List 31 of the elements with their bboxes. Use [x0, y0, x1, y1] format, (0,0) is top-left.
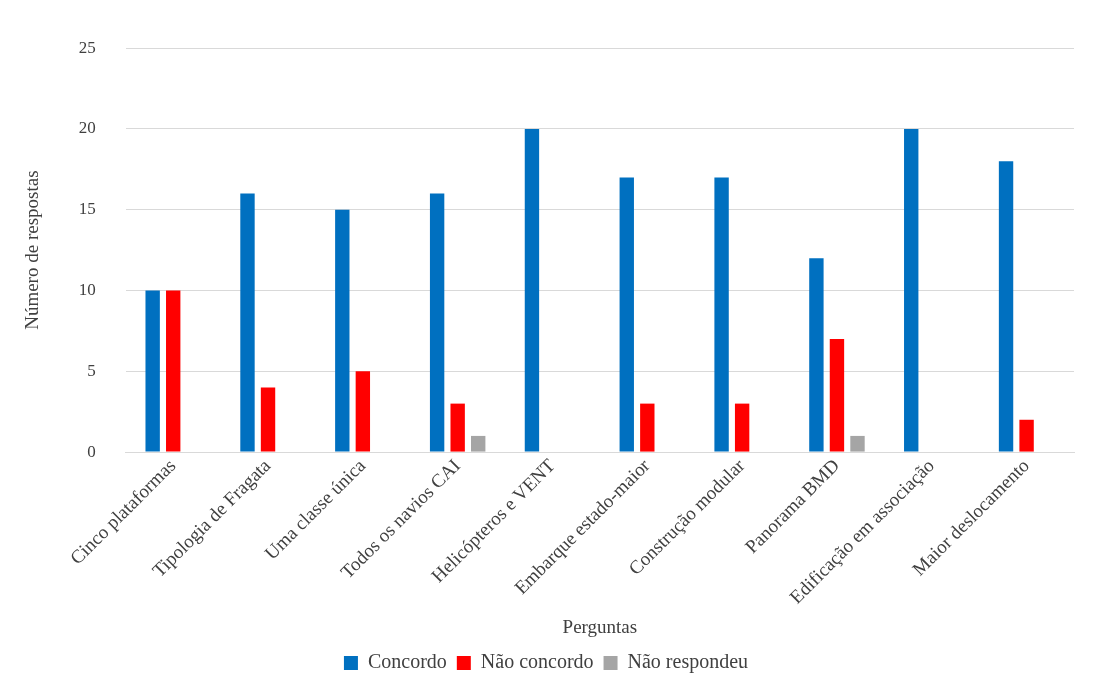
- y-tick-label: 20: [78, 118, 96, 138]
- bar: [619, 177, 634, 452]
- bar: [809, 258, 824, 452]
- bar: [998, 161, 1014, 452]
- y-axis-title: Número de respostas: [21, 170, 43, 330]
- bar: [640, 403, 655, 452]
- bar: [714, 177, 729, 452]
- bar: [450, 403, 465, 452]
- legend-label: Não respondeu: [627, 650, 749, 674]
- y-tick-label: 15: [78, 199, 96, 219]
- bar: [1019, 419, 1034, 452]
- bar: [240, 193, 255, 452]
- bar: [734, 403, 750, 452]
- x-axis-title: Perguntas: [562, 615, 638, 637]
- bar: [904, 128, 919, 452]
- legend-label: Concordo: [367, 650, 447, 673]
- bar: [471, 435, 486, 452]
- y-tick-label: 25: [78, 37, 96, 57]
- bar: [524, 128, 540, 452]
- bar: [850, 435, 865, 452]
- bar: [145, 290, 160, 452]
- y-tick-label: 0: [87, 441, 96, 461]
- bar: [166, 290, 181, 452]
- bar: [429, 193, 445, 452]
- bar: [355, 371, 371, 452]
- bar: [335, 209, 350, 452]
- bar: [829, 338, 845, 452]
- bar: [260, 387, 276, 452]
- y-tick-label: 5: [87, 360, 96, 380]
- y-tick-label: 10: [78, 279, 96, 299]
- legend-label: Não concordo: [480, 650, 594, 673]
